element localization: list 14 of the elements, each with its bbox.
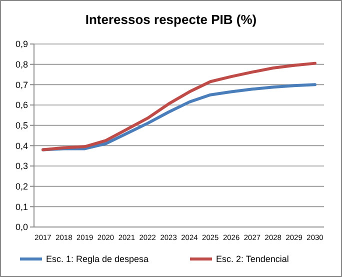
y-tick-label: 0,1 <box>15 202 28 212</box>
y-tick-label: 0,7 <box>15 80 28 90</box>
y-tick-label: 0,6 <box>15 100 28 110</box>
y-tick-label: 0,3 <box>15 161 28 172</box>
chart-title: Interessos respecte PIB (%) <box>85 12 257 27</box>
line-series <box>42 62 316 152</box>
legend-label: Esc. 1: Regla de despesa <box>46 254 149 264</box>
legend-label: Esc. 2: Tendencial <box>216 254 289 264</box>
y-tick-label: 0,2 <box>15 181 28 192</box>
y-tick-label: 0,9 <box>15 39 28 50</box>
y-tick-label: 0,0 <box>15 222 28 232</box>
y-tick-label: 0,5 <box>15 120 28 130</box>
y-tick-label: 0,8 <box>15 59 28 70</box>
y-tick-label: 0,4 <box>15 140 28 151</box>
